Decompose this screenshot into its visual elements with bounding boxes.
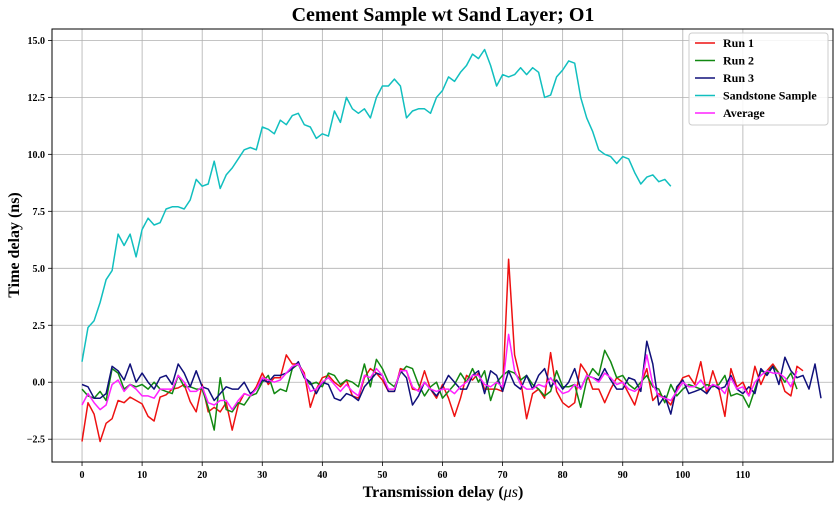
x-tick-label: 100: [675, 470, 690, 481]
y-tick-label: 5.0: [33, 264, 46, 275]
legend-box: [688, 32, 829, 126]
y-tick-label: 10.0: [28, 150, 46, 161]
x-tick-label: 70: [498, 470, 508, 481]
y-tick-label: 0.0: [33, 378, 46, 389]
x-tick-label: 60: [438, 470, 448, 481]
legend-label-average: Average: [723, 106, 765, 120]
x-tick-label: 20: [197, 470, 207, 481]
y-axis-ticks: −2.5 0.0 2.5 5.0 7.5 10.0 12.5 15.0: [27, 36, 52, 446]
y-tick-label: 7.5: [33, 207, 46, 218]
legend-label-sandstone-sample: Sandstone Sample: [723, 89, 817, 103]
x-tick-label: 110: [736, 470, 750, 481]
legend: Run 1 Run 2 Run 3 Sandstone Sample Average: [688, 32, 829, 126]
series-line-run-1: [81, 258, 804, 443]
y-tick-label: 15.0: [28, 36, 46, 47]
legend-label-run-1: Run 1: [723, 36, 754, 50]
x-tick-label: 10: [137, 470, 147, 481]
x-tick-label: 0: [80, 470, 85, 481]
x-tick-label: 90: [618, 470, 628, 481]
series-line-run-3: [81, 340, 822, 415]
x-tick-label: 40: [317, 470, 327, 481]
y-tick-label: 2.5: [33, 321, 46, 332]
y-tick-label: 12.5: [28, 93, 46, 104]
x-tick-label: 80: [558, 470, 568, 481]
y-axis-label: Time delay (ns): [6, 192, 23, 297]
series-line-average: [81, 333, 798, 411]
x-tick-label: 30: [257, 470, 267, 481]
chart-title: Cement Sample wt Sand Layer; O1: [292, 4, 595, 26]
legend-label-run-2: Run 2: [723, 54, 754, 68]
y-tick-label: −2.5: [27, 435, 45, 446]
legend-label-run-3: Run 3: [723, 71, 754, 85]
x-axis-ticks: 0 10 20 30 40 50 60 70 80 90 100 110: [80, 462, 750, 481]
series-lines: [81, 48, 822, 443]
series-line-sandstone-sample: [81, 48, 672, 362]
x-axis-label: Transmission delay (μs): [363, 484, 524, 501]
x-tick-label: 50: [377, 470, 387, 481]
